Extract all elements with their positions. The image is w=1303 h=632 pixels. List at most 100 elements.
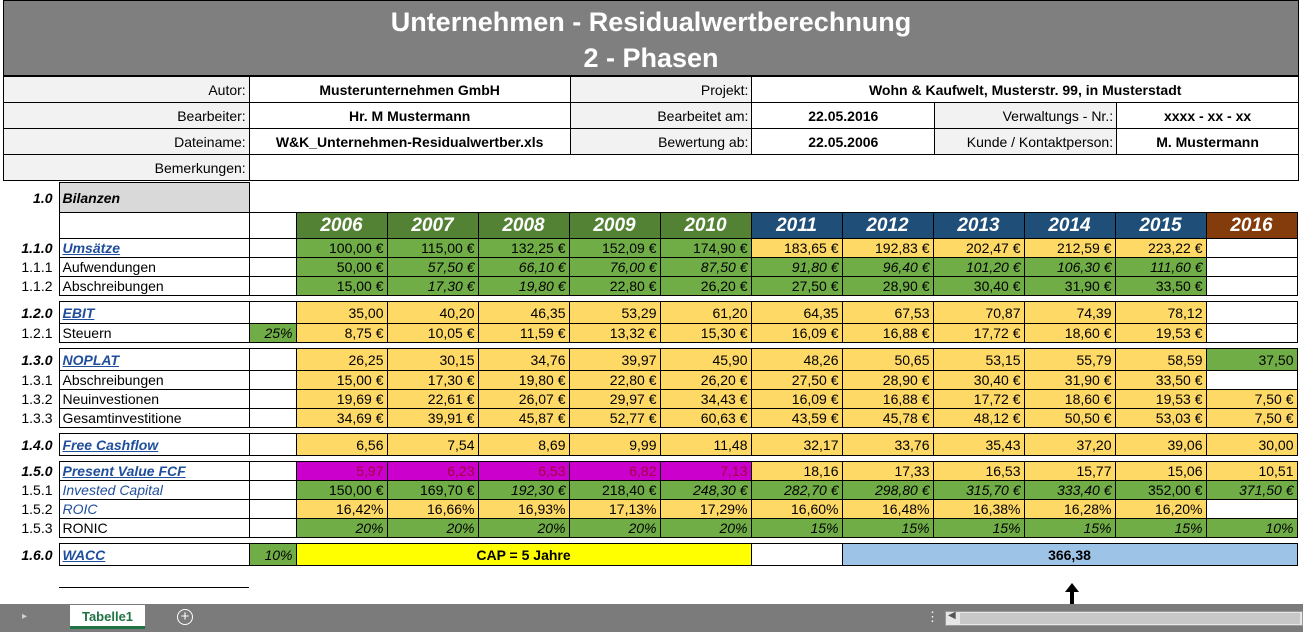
value-cell[interactable]: 33,50 € <box>1114 370 1207 390</box>
value-cell[interactable]: 8,69 <box>477 433 570 456</box>
cap-cell[interactable]: CAP = 5 Jahre <box>295 543 752 566</box>
value-cell[interactable]: 17,33 <box>841 461 934 481</box>
value-cell[interactable]: 19,80 € <box>477 276 570 296</box>
value-cell[interactable]: 27,50 € <box>750 276 843 296</box>
value-cell[interactable]: 202,47 € <box>932 238 1025 258</box>
value-cell[interactable]: 101,20 € <box>932 257 1025 277</box>
value-cell[interactable]: 100,00 € <box>295 238 388 258</box>
row-label-cell[interactable]: Invested Capital <box>58 480 250 500</box>
row-label-cell[interactable]: EBIT <box>58 301 250 324</box>
value-cell[interactable]: 15,00 € <box>295 276 388 296</box>
rate-cell[interactable] <box>248 238 297 258</box>
value-cell[interactable]: 55,79 <box>1023 348 1116 371</box>
value-cell[interactable]: 15% <box>841 518 934 538</box>
row-label-cell[interactable]: Abschreibungen <box>58 276 250 296</box>
sheet-tab-tabelle1[interactable]: Tabelle1 <box>70 605 145 629</box>
datei-value[interactable]: W&K_Unternehmen-Residualwertber.xls <box>248 128 571 155</box>
value-cell[interactable]: 6,56 <box>295 433 388 456</box>
row-label[interactable]: EBIT <box>62 304 95 321</box>
value-cell[interactable]: 26,25 <box>295 348 388 371</box>
value-cell[interactable]: 218,40 € <box>568 480 661 500</box>
rate-cell[interactable] <box>248 408 297 428</box>
value-cell[interactable]: 6,53 <box>477 461 570 481</box>
bearbeiter-value[interactable]: Hr. M Mustermann <box>248 102 571 129</box>
row-label[interactable]: Free Cashflow <box>62 436 159 453</box>
plus-circle-icon[interactable]: + <box>177 609 193 625</box>
value-cell[interactable]: 15% <box>1114 518 1207 538</box>
bearbeitet-value[interactable]: 22.05.2016 <box>751 102 936 129</box>
value-cell[interactable]: 33,50 € <box>1114 276 1207 296</box>
scrollbar-thumb[interactable] <box>960 613 1300 624</box>
value-cell[interactable]: 61,20 <box>659 301 752 324</box>
value-cell[interactable]: 6,82 <box>568 461 661 481</box>
value-cell[interactable]: 39,06 <box>1114 433 1207 456</box>
empty-cell[interactable] <box>750 543 843 566</box>
value-cell[interactable]: 16,28% <box>1023 499 1116 519</box>
value-cell[interactable]: 35,43 <box>932 433 1025 456</box>
rate-cell[interactable] <box>248 389 297 409</box>
value-cell[interactable]: 192,30 € <box>477 480 570 500</box>
row-label[interactable]: NOPLAT <box>62 351 120 368</box>
row-label-cell[interactable]: Umsätze <box>58 238 250 258</box>
value-cell[interactable]: 15% <box>750 518 843 538</box>
value-cell[interactable] <box>1205 323 1298 343</box>
scroll-left-icon[interactable]: ◀ <box>948 610 956 621</box>
value-cell[interactable]: 26,20 € <box>659 276 752 296</box>
value-cell[interactable]: 16,09 € <box>750 389 843 409</box>
year-header[interactable]: 2013 <box>932 212 1025 239</box>
value-cell[interactable]: 15,06 <box>1114 461 1207 481</box>
value-cell[interactable]: 50,50 € <box>1023 408 1116 428</box>
value-cell[interactable]: 17,30 € <box>386 370 479 390</box>
value-cell[interactable]: 20% <box>295 518 388 538</box>
year-header[interactable]: 2014 <box>1023 212 1116 239</box>
value-cell[interactable]: 18,60 € <box>1023 323 1116 343</box>
value-cell[interactable]: 17,13% <box>568 499 661 519</box>
kunde-value[interactable]: M. Mustermann <box>1116 128 1299 155</box>
value-cell[interactable]: 52,77 € <box>568 408 661 428</box>
value-cell[interactable]: 78,12 <box>1114 301 1207 324</box>
row-label-cell[interactable]: WACC <box>58 543 250 566</box>
more-icon[interactable]: ⋮ <box>926 609 939 624</box>
value-cell[interactable]: 10,51 <box>1205 461 1298 481</box>
value-cell[interactable]: 64,35 <box>750 301 843 324</box>
value-cell[interactable]: 19,80 € <box>477 370 570 390</box>
row-label[interactable]: Umsätze <box>62 240 121 256</box>
value-cell[interactable]: 169,70 € <box>386 480 479 500</box>
value-cell[interactable]: 19,69 € <box>295 389 388 409</box>
value-cell[interactable]: 282,70 € <box>750 480 843 500</box>
value-cell[interactable]: 6,23 <box>386 461 479 481</box>
value-cell[interactable]: 53,29 <box>568 301 661 324</box>
value-cell[interactable]: 87,50 € <box>659 257 752 277</box>
value-cell[interactable]: 27,50 € <box>750 370 843 390</box>
value-cell[interactable]: 13,32 € <box>568 323 661 343</box>
value-cell[interactable]: 18,16 <box>750 461 843 481</box>
value-cell[interactable]: 16,93% <box>477 499 570 519</box>
value-cell[interactable]: 5,97 <box>295 461 388 481</box>
row-label-cell[interactable]: Present Value FCF <box>58 461 250 481</box>
bewertung-value[interactable]: 22.05.2006 <box>751 128 936 155</box>
value-cell[interactable]: 91,80 € <box>750 257 843 277</box>
value-cell[interactable]: 29,97 € <box>568 389 661 409</box>
value-cell[interactable]: 150,00 € <box>295 480 388 500</box>
value-cell[interactable]: 28,90 € <box>841 276 934 296</box>
value-cell[interactable]: 17,30 € <box>386 276 479 296</box>
horizontal-scrollbar[interactable]: ◀ <box>945 610 1303 626</box>
year-header[interactable]: 2011 <box>750 212 843 239</box>
value-cell[interactable]: 152,09 € <box>568 238 661 258</box>
value-cell[interactable]: 16,38% <box>932 499 1025 519</box>
value-cell[interactable]: 223,22 € <box>1114 238 1207 258</box>
value-cell[interactable]: 32,17 <box>750 433 843 456</box>
row-label-cell[interactable]: Free Cashflow <box>58 433 250 456</box>
year-header[interactable]: 2015 <box>1114 212 1207 239</box>
value-cell[interactable]: 37,50 <box>1205 348 1298 371</box>
year-header[interactable]: 2009 <box>568 212 661 239</box>
year-header[interactable]: 2012 <box>841 212 934 239</box>
value-cell[interactable]: 115,00 € <box>386 238 479 258</box>
value-cell[interactable] <box>1205 276 1298 296</box>
value-cell[interactable]: 17,72 € <box>932 323 1025 343</box>
value-cell[interactable]: 33,76 <box>841 433 934 456</box>
rate-cell[interactable] <box>248 348 297 371</box>
value-cell[interactable]: 48,26 <box>750 348 843 371</box>
value-cell[interactable] <box>1205 238 1298 258</box>
value-cell[interactable]: 17,72 € <box>932 389 1025 409</box>
